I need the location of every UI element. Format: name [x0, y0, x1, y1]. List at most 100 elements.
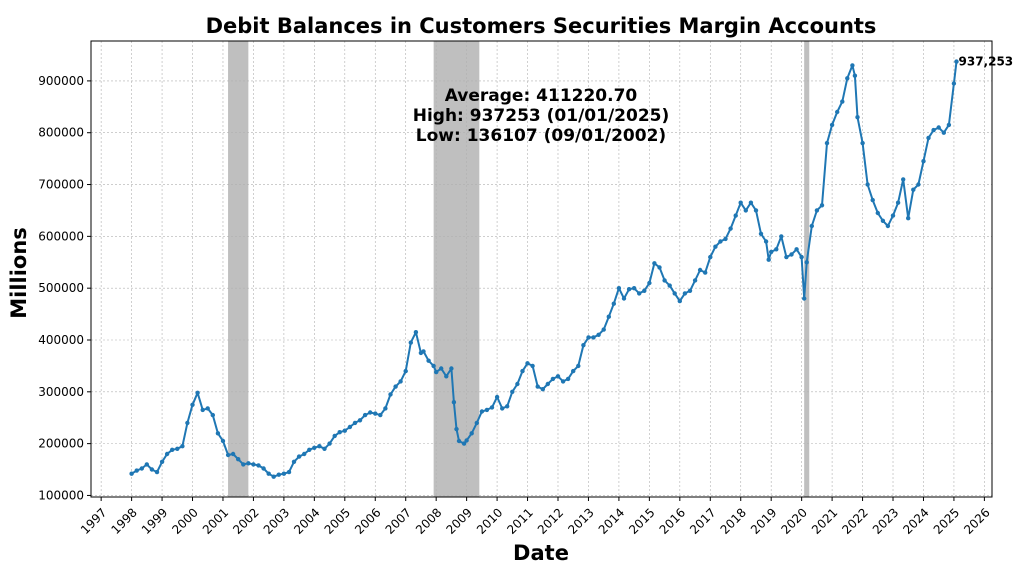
data-point [296, 454, 302, 459]
data-point [479, 409, 485, 414]
data-point [170, 447, 175, 452]
y-tick-label: 700000 [38, 178, 84, 192]
data-point [824, 140, 830, 146]
data-point [175, 446, 180, 451]
x-tick-label: 1999 [139, 505, 170, 536]
data-point [814, 208, 820, 213]
data-point [210, 412, 215, 418]
data-point [728, 226, 733, 231]
y-tick-label: 400000 [38, 333, 84, 347]
data-point [520, 368, 525, 374]
x-tick-label: 2023 [870, 505, 901, 536]
plot-frame [90, 40, 993, 498]
y-tick-label: 800000 [38, 126, 84, 140]
recession-shading [228, 41, 810, 497]
data-point [647, 280, 652, 286]
data-point [763, 239, 769, 244]
data-point [327, 441, 332, 446]
y-tick-label: 600000 [38, 229, 84, 243]
data-point [946, 122, 952, 128]
data-point [426, 358, 431, 363]
data-point [251, 462, 256, 467]
x-tick-label: 2022 [839, 505, 870, 536]
x-tick-label: 1997 [78, 505, 109, 536]
data-point [302, 451, 307, 457]
data-point [205, 406, 210, 411]
data-point [368, 410, 373, 415]
recession-band [228, 41, 249, 497]
data-point [591, 335, 596, 340]
y-tick-label: 300000 [38, 385, 84, 399]
data-point [149, 467, 155, 472]
data-point [439, 366, 444, 371]
data-point [195, 390, 200, 395]
data-point [154, 469, 160, 475]
data-point [383, 406, 388, 411]
data-point [708, 254, 713, 260]
data-point [276, 472, 281, 477]
x-tick-label: 2014 [596, 505, 627, 536]
data-point [642, 288, 647, 293]
data-point [500, 406, 505, 411]
data-point [758, 231, 764, 236]
data-point [281, 471, 287, 476]
data-point [494, 394, 500, 400]
data-point [241, 462, 246, 467]
data-point [951, 81, 957, 86]
data-point [703, 270, 708, 275]
data-point [723, 236, 728, 242]
y-axis-ticks: 100000 200000 300000 400000 500000 600000 7000… [38, 74, 91, 502]
data-point [225, 452, 231, 458]
data-point [469, 431, 474, 436]
x-tick-label: 2007 [383, 505, 414, 536]
data-point [474, 420, 479, 426]
data-point [388, 392, 393, 397]
data-point [682, 291, 688, 296]
data-point [352, 420, 358, 426]
data-point [901, 177, 906, 182]
x-tick-label: 2017 [687, 505, 718, 536]
data-point [667, 283, 672, 288]
data-point [662, 278, 667, 283]
data-point [804, 260, 809, 265]
data-point [515, 381, 520, 387]
y-tick-label: 200000 [38, 437, 84, 451]
data-point [505, 404, 510, 409]
data-point [408, 340, 413, 345]
x-tick-label: 2021 [809, 505, 840, 536]
x-tick-label: 2003 [261, 505, 292, 536]
stats-low: Low: 136107 (09/01/2002) [416, 126, 666, 146]
data-point [185, 420, 190, 426]
data-point [769, 249, 774, 255]
data-point [530, 363, 535, 369]
data-point [510, 389, 515, 394]
data-point [332, 433, 337, 439]
data-point [697, 267, 703, 273]
data-point [870, 197, 875, 203]
data-point [855, 115, 860, 120]
x-tick-label: 2000 [169, 505, 200, 536]
data-point [875, 210, 880, 216]
data-point [164, 451, 170, 457]
x-tick-label: 2025 [931, 505, 962, 536]
data-point [357, 418, 363, 423]
data-point [829, 122, 835, 128]
data-point [317, 444, 322, 449]
data-point [748, 200, 754, 205]
x-tick-label: 2026 [961, 505, 992, 536]
data-point [895, 200, 901, 205]
stats-average: Average: 411220.70 [445, 86, 638, 106]
data-point [835, 109, 840, 115]
data-point [347, 424, 353, 430]
data-point [434, 369, 439, 375]
data-point [596, 332, 601, 337]
data-point [692, 278, 698, 283]
data-point [393, 384, 398, 389]
x-tick-label: 2018 [718, 505, 749, 536]
x-tick-label: 2011 [504, 505, 535, 536]
data-point [672, 291, 677, 296]
x-tick-label: 2001 [200, 505, 231, 536]
x-tick-label: 2020 [778, 505, 809, 536]
data-point [926, 135, 931, 141]
